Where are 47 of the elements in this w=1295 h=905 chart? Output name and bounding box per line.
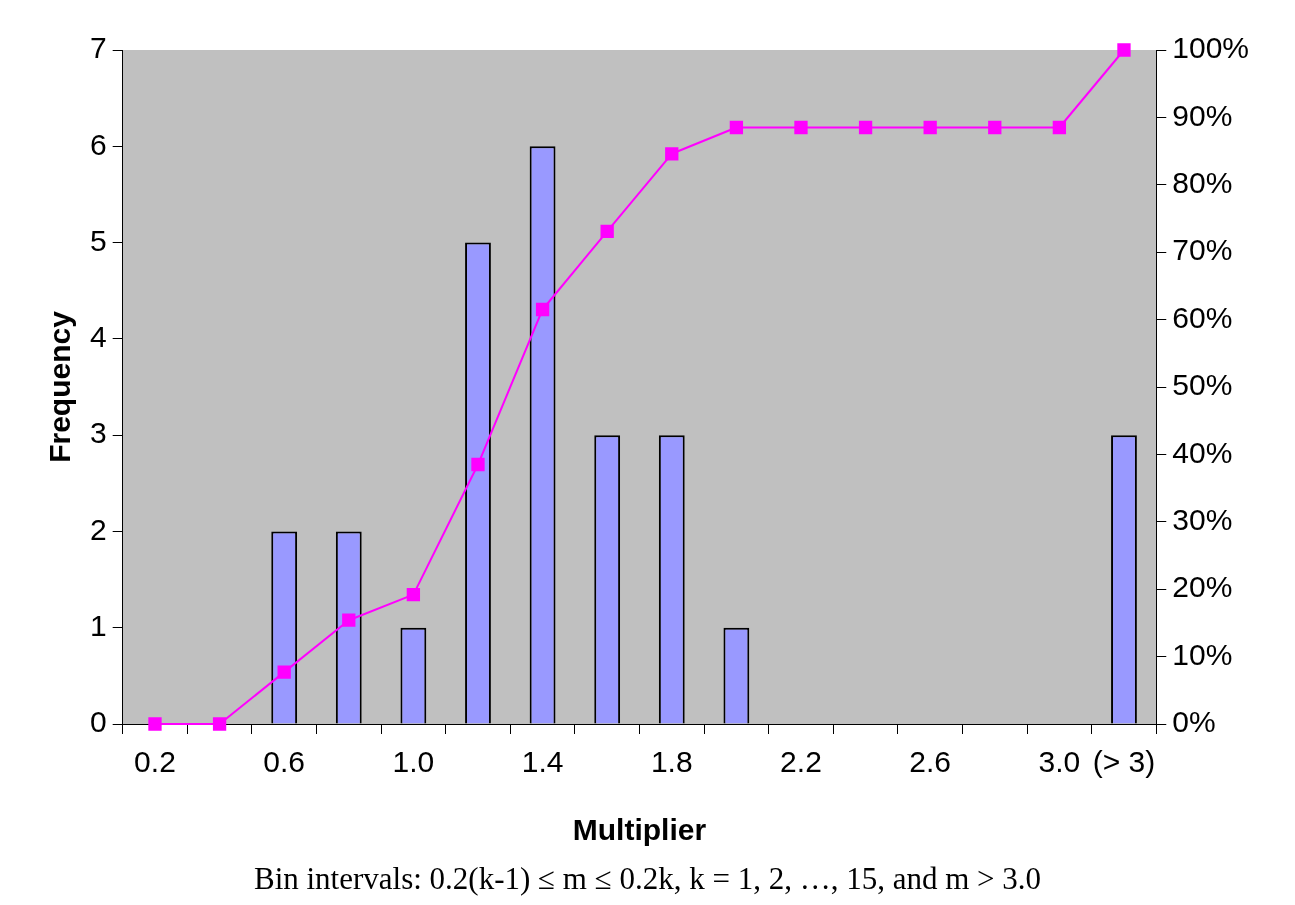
- x-tick-label: 0.2: [134, 745, 176, 779]
- x-tick-label: 1.4: [521, 745, 564, 779]
- y2-tick-label: 30%: [1172, 503, 1233, 537]
- point: [665, 147, 679, 161]
- y-axis-title: Frequency: [43, 310, 77, 463]
- point: [988, 120, 1002, 135]
- y2-tick-label: 90%: [1172, 98, 1233, 132]
- y2-tick-label: 80%: [1172, 166, 1233, 200]
- y2-tick-label: 50%: [1172, 368, 1233, 402]
- x-tick-label: 3.0: [1038, 745, 1081, 779]
- x-axis-title: Multiplier: [572, 813, 707, 847]
- x-tick-label: (> 3): [1092, 745, 1156, 779]
- point: [535, 302, 550, 317]
- y-tick-label: 3: [90, 416, 107, 450]
- y-tick-label: 4: [90, 320, 107, 354]
- y2-tick-label: 60%: [1172, 300, 1233, 334]
- point: [923, 120, 937, 135]
- point: [600, 224, 614, 238]
- point: [406, 587, 421, 602]
- point: [277, 665, 291, 679]
- point: [794, 120, 808, 135]
- point: [148, 717, 162, 731]
- y-tick-label: 7: [90, 31, 107, 65]
- y-tick-label: 6: [90, 127, 107, 161]
- point: [729, 120, 744, 135]
- y-tick-label: 0: [90, 705, 107, 739]
- y-tick-label: 1: [90, 608, 107, 642]
- x-tick-label: 2.6: [909, 745, 952, 779]
- y2-tick-label: 20%: [1172, 570, 1233, 604]
- y2-tick-label: 70%: [1172, 233, 1233, 267]
- text: Bin intervals: 0.2(k-1) ≤ m ≤ 0.2k, k = 1, 2, …, 15, and m > 3.0: [253, 860, 1042, 896]
- point: [471, 457, 485, 472]
- point: [212, 717, 227, 731]
- x-tick-label: 0.6: [263, 745, 306, 779]
- x-tick-label: 1.0: [392, 745, 435, 779]
- point: [858, 120, 873, 135]
- y2-tick-label: 40%: [1172, 435, 1233, 469]
- y2-tick-label: 100%: [1172, 31, 1250, 65]
- y-tick-label: 2: [90, 512, 107, 546]
- x-tick-label: 1.8: [650, 745, 693, 779]
- point: [342, 613, 356, 627]
- y2-tick-label: 10%: [1172, 637, 1233, 671]
- x-tick-label: 2.2: [780, 745, 822, 779]
- point: [1052, 120, 1067, 135]
- point: [1117, 43, 1131, 57]
- y-tick-label: 5: [90, 223, 107, 257]
- y2-tick-label: 0%: [1172, 705, 1216, 739]
